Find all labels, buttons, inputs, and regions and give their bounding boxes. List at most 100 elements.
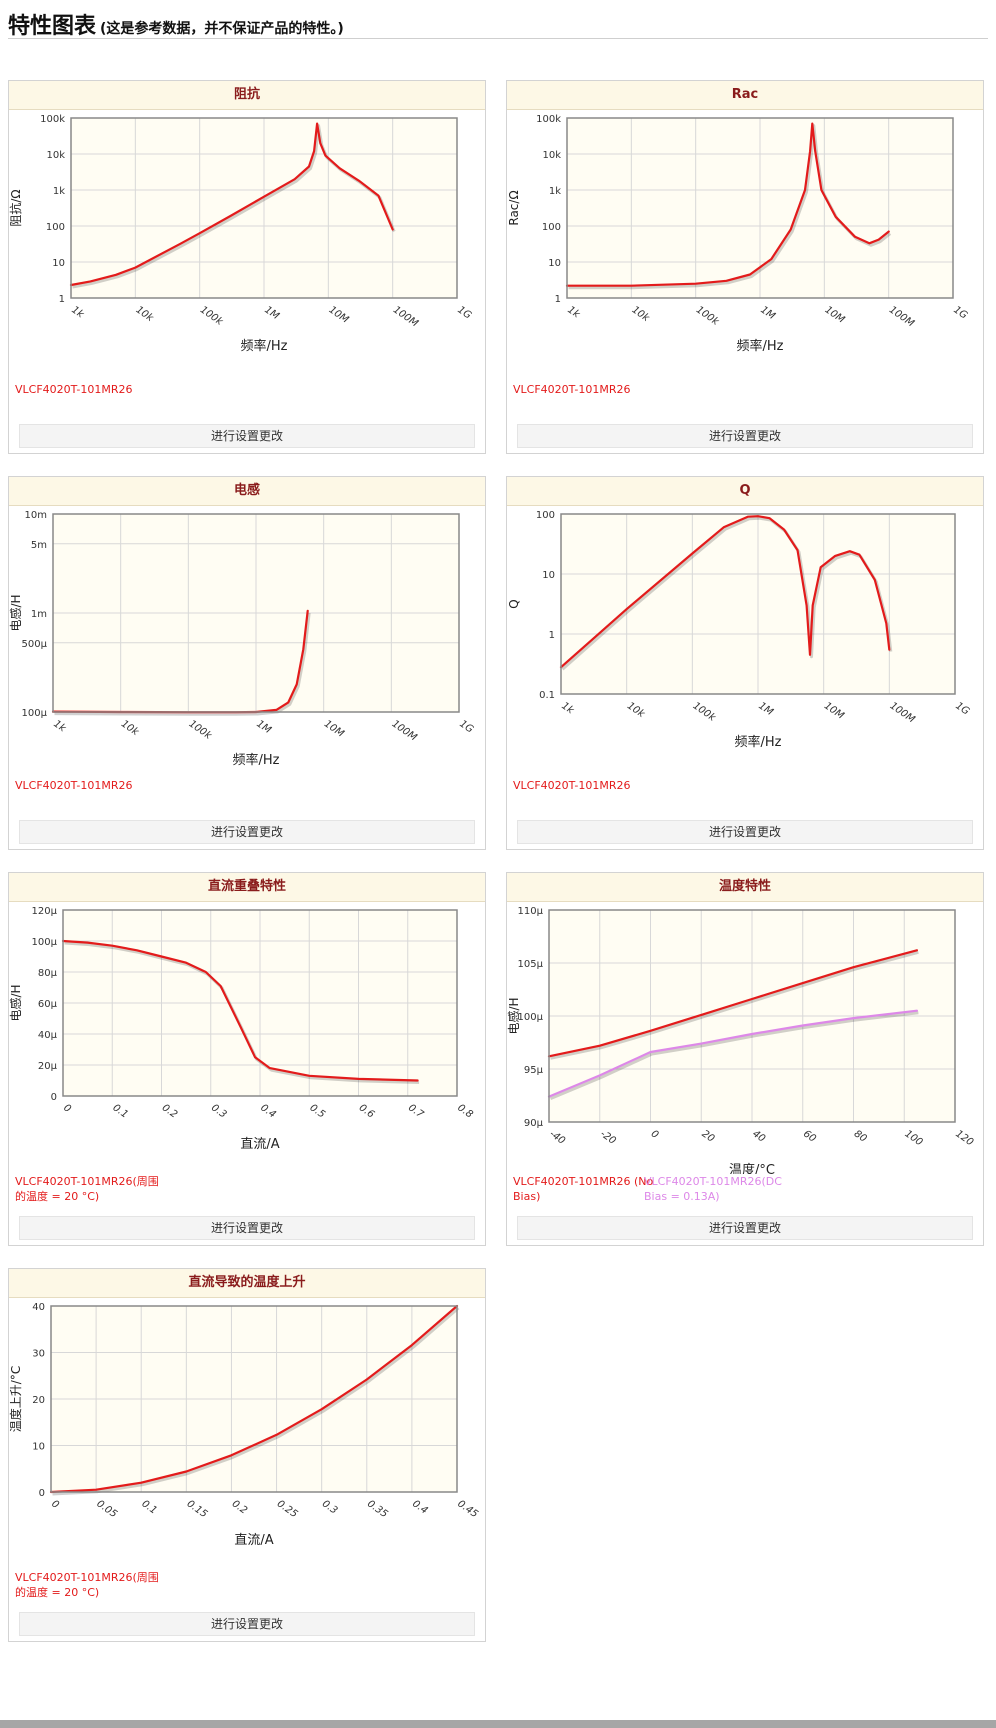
x-tick-label: 100M: [391, 304, 420, 329]
legend-item: VLCF4020T-101MR26 (No Bias): [513, 1175, 654, 1203]
x-tick-label: 100M: [888, 700, 917, 725]
x-tick-label: 0.2: [230, 1498, 249, 1516]
x-tick-label: 0.2: [160, 1102, 179, 1120]
legend-item: VLCF4020T-101MR26: [15, 779, 133, 792]
series-line-0: [49, 1304, 459, 1494]
y-tick-label: 1m: [31, 609, 47, 620]
chart-svg: 0 0.1 0.2 0.3 0.4 0.5 0.6 0.7 0.8 0 20μ 40μ 60μ 80μ 10…: [9, 906, 475, 1152]
x-tick-label: 10M: [322, 718, 346, 739]
series-line-0: [61, 939, 419, 1082]
chart-panel-impedance: 阻抗 1k 10k 100k 1M 10M 100M 1G 1 10 100 1k 10k 100k 频率/…: [8, 80, 486, 454]
plot-frame: [50, 1305, 458, 1493]
y-tick-label: 40μ: [38, 1030, 58, 1041]
chart-svg: 1k 10k 100k 1M 10M 100M 1G 100μ 500μ 1m 5m 10m 频率/Hz…: [9, 510, 475, 768]
page-header: 特性图表 (这是参考数据，并不保证产品的特性。): [8, 8, 988, 39]
series-shadow: [54, 612, 311, 716]
x-tick-label: 0.15: [185, 1498, 210, 1520]
y-tick-label: 10m: [25, 510, 47, 521]
plot-frame: [52, 513, 460, 713]
y-axis-label: Q: [507, 599, 521, 608]
series-shadow: [568, 124, 892, 290]
settings-button[interactable]: 进行设置更改: [517, 820, 973, 844]
x-tick-label: 0.6: [357, 1102, 376, 1120]
chart-panel-inductance: 电感 1k 10k 100k 1M 10M 100M 1G 100μ 500μ 1m 5m 10m 频率/…: [8, 476, 486, 850]
series-shadow: [550, 950, 919, 1060]
x-tick-label: 0.45: [455, 1498, 480, 1520]
series-line-0: [69, 122, 394, 287]
x-tick-label: 80: [852, 1128, 869, 1144]
series-line-0: [547, 949, 918, 1058]
x-tick-label: 40: [750, 1128, 767, 1144]
chart-svg: 1k 10k 100k 1M 10M 100M 1G 1 10 100 1k 10k 100k 频率/Hz…: [507, 114, 969, 354]
x-tick-label: 100k: [694, 304, 722, 328]
x-tick-label: 100k: [198, 304, 226, 328]
x-tick-label: 1G: [951, 304, 969, 321]
settings-button[interactable]: 进行设置更改: [517, 1216, 973, 1240]
settings-button[interactable]: 进行设置更改: [19, 820, 475, 844]
x-axis-label: 直流/A: [240, 1137, 279, 1152]
chart-title: Q: [507, 477, 983, 506]
y-axis-label: 电感/H: [507, 997, 521, 1034]
y-tick-label: 30: [32, 1349, 45, 1360]
x-tick-label: 1k: [69, 304, 86, 321]
x-tick-label: 100k: [187, 718, 215, 742]
series-shadow: [52, 1306, 460, 1496]
settings-button[interactable]: 进行设置更改: [19, 1216, 475, 1240]
chart-panel-temp-rise: 直流导致的温度上升 0 0.05 0.1 0.15 0.2 0.25 0.3 0.35 0.4 0.…: [8, 1268, 486, 1642]
x-axis-label: 频率/Hz: [233, 752, 280, 768]
settings-button[interactable]: 进行设置更改: [19, 1612, 475, 1636]
x-tick-label: 0.3: [209, 1102, 228, 1120]
plot-frame: [566, 117, 954, 299]
x-tick-label: -20: [598, 1128, 618, 1146]
y-tick-label: 105μ: [518, 959, 544, 970]
x-tick-label: 1G: [455, 304, 473, 321]
plot-frame: [62, 909, 458, 1097]
chart-svg: 1k 10k 100k 1M 10M 100M 1G 1 10 100 1k 10k 100k 频率/Hz…: [9, 114, 473, 354]
y-tick-label: 500μ: [22, 639, 48, 650]
x-tick-label: -40: [547, 1128, 567, 1146]
y-tick-label: 90μ: [524, 1118, 544, 1129]
chart-title: 电感: [9, 477, 485, 506]
x-tick-label: 10M: [327, 304, 351, 325]
x-tick-label: 1M: [262, 304, 281, 322]
y-tick-label: 1: [555, 294, 561, 305]
settings-button[interactable]: 进行设置更改: [517, 424, 973, 448]
settings-button[interactable]: 进行设置更改: [19, 424, 475, 448]
y-tick-label: 120μ: [32, 906, 58, 917]
x-tick-label: 1M: [756, 700, 775, 718]
y-axis-label: 电感/H: [9, 984, 23, 1021]
y-tick-label: 80μ: [38, 968, 58, 979]
chart-title: 直流重叠特性: [9, 873, 485, 902]
page-subtitle: (这是参考数据，并不保证产品的特性。): [100, 21, 344, 37]
x-tick-label: 1k: [565, 304, 582, 321]
chart-title: 温度特性: [507, 873, 983, 902]
y-tick-label: 1k: [549, 186, 561, 197]
x-tick-label: 1M: [254, 718, 273, 736]
x-tick-label: 1G: [953, 700, 971, 717]
x-tick-label: 100k: [691, 700, 719, 724]
x-tick-label: 0: [61, 1102, 73, 1115]
chart-panel-rac: Rac 1k 10k 100k 1M 10M 100M 1G 1 10 100 1k 10k 100k 频率…: [506, 80, 984, 454]
x-tick-label: 20: [700, 1128, 717, 1144]
y-axis-label: 电感/H: [9, 594, 23, 631]
legend-item: VLCF4020T-101MR26(周围的温度 = 20 °C): [15, 1175, 159, 1203]
x-tick-label: 10k: [630, 304, 652, 324]
chart-svg: 0 0.05 0.1 0.15 0.2 0.25 0.3 0.35 0.4 0.45 0 10 20 30…: [9, 1302, 480, 1548]
chart-svg: 1k 10k 100k 1M 10M 100M 1G 0.1 1 10 100 频率/Hz Q: [507, 510, 971, 750]
x-tick-label: 10M: [823, 304, 847, 325]
plot-frame: [70, 117, 458, 299]
y-tick-label: 60μ: [38, 999, 58, 1010]
y-tick-label: 100μ: [22, 708, 48, 719]
y-tick-label: 10: [548, 258, 561, 269]
y-tick-label: 100: [536, 510, 555, 521]
y-tick-label: 100k: [40, 114, 65, 125]
x-tick-label: 100M: [390, 718, 419, 743]
x-tick-label: 10k: [119, 718, 141, 738]
chart-panel-q: Q 1k 10k 100k 1M 10M 100M 1G 0.1 1 10 100 频率/Hz Q VLCF…: [506, 476, 984, 850]
x-axis-label: 频率/Hz: [241, 338, 288, 354]
chart-panel-dc-bias: 直流重叠特性 0 0.1 0.2 0.3 0.4 0.5 0.6 0.7 0.8 0 20μ 40μ 60…: [8, 872, 486, 1246]
y-tick-label: 1: [549, 630, 555, 641]
y-tick-label: 1k: [53, 186, 65, 197]
x-tick-label: 0.7: [406, 1102, 426, 1120]
y-tick-label: 0.1: [539, 690, 555, 701]
